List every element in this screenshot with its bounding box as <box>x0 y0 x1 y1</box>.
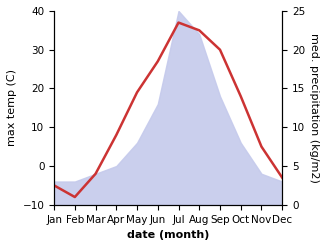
Y-axis label: med. precipitation (kg/m2): med. precipitation (kg/m2) <box>309 33 319 183</box>
X-axis label: date (month): date (month) <box>127 230 209 240</box>
Y-axis label: max temp (C): max temp (C) <box>7 69 17 146</box>
